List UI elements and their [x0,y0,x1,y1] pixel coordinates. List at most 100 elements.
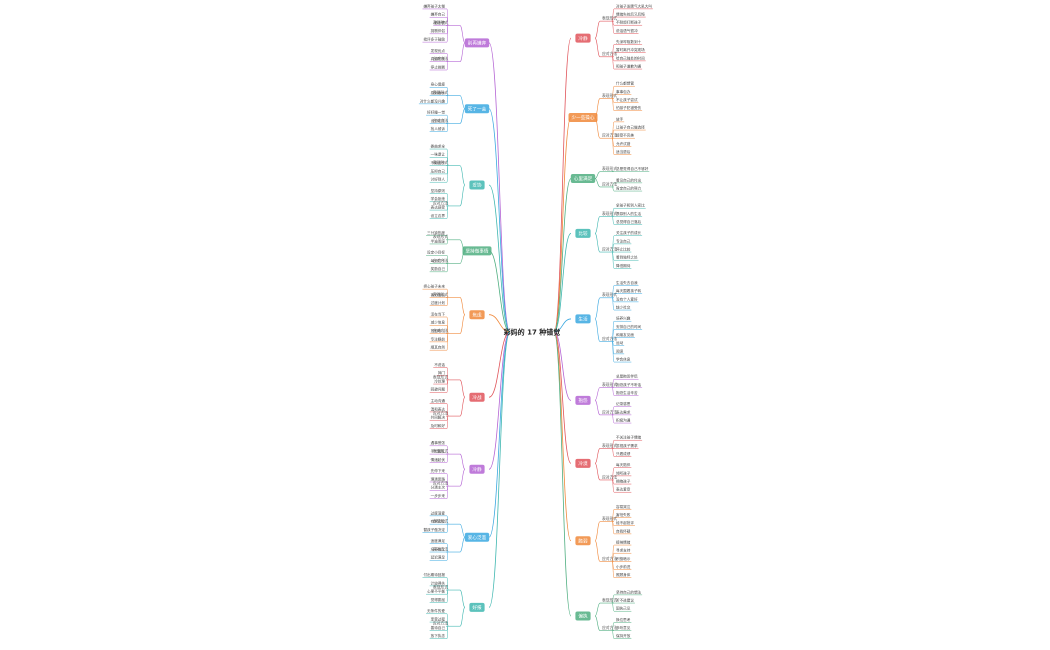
leaf-text: 拿孩子和别人家比 [616,203,645,208]
branch-box [575,395,591,405]
group-label: 表现形式 [602,516,617,521]
leaf-text: 容易哭泣 [616,504,631,509]
leaf-text: 看到独特之处 [616,255,638,260]
connector [459,25,466,44]
leaf-text: 过度溺爱 [431,510,446,515]
connector [611,447,615,457]
leaf-text: 生活失去自我 [616,280,638,285]
branch-label: 焦虑 [472,311,482,318]
group-label: 应对方法 [602,474,617,479]
connector [446,378,449,393]
connector [459,184,466,207]
branch-box [469,180,485,190]
group-label: 应对方法 [433,481,448,486]
connector [446,588,449,603]
connector [488,331,511,608]
group-label: 应对方法 [602,556,617,561]
connector [446,523,449,533]
leaf-text: 关注孩子的成长 [616,230,642,235]
connector [488,108,511,333]
leaf-text: 表达爱意 [616,487,631,492]
connector [594,400,601,416]
connector [594,216,601,234]
connector [611,137,615,155]
group-label: 表现形式 [602,443,617,448]
leaf-text: 设立边界 [431,213,446,218]
leaf-text: 培养独立 [431,546,446,551]
connector [446,485,449,499]
connector [446,453,449,463]
leaf-text: 压抑自己 [431,168,446,173]
group-label: 应对方法 [433,56,448,61]
leaf-text: 寻求支持 [616,548,631,553]
leaf-text: 享受过程 [431,616,446,621]
leaf-text: 好好睡一觉 [427,110,445,115]
leaf-text: 延迟满足 [431,555,446,560]
branch-label: 脆弱 [578,537,588,544]
group-label: 表现形式 [602,597,617,602]
leaf-text: 回避问题 [431,387,446,392]
group-label: 应对方法 [433,258,448,263]
leaf-text: 温和表达 [431,406,446,411]
leaf-text: 总觉得自己落后 [616,219,642,224]
group-label: 表现形式 [602,93,617,98]
leaf-text: 专注自己 [616,238,631,243]
leaf-text: 嫌弃自己 [431,12,446,17]
connector [459,396,466,417]
group-label: 表现形式 [433,374,448,379]
branch-box [568,113,598,123]
group-label: 应对方法 [602,336,617,341]
connector [594,448,601,464]
connector [594,318,601,342]
leaf-text: 肯定自己的努力 [616,185,642,190]
leaf-text: 每天打卡 [431,258,446,263]
branch-label: 冷静 [472,466,482,473]
connector [459,42,466,62]
leaf-text: 总是抱怨伴侣 [616,374,638,379]
group-label: 应对方法 [602,409,617,414]
connector [459,165,466,186]
connector [459,589,466,608]
connector [553,331,572,617]
connector [553,331,572,464]
leaf-text: 身心俱疲 [431,82,446,87]
connector [594,521,601,542]
connector [553,318,572,333]
leaf-text: 觉得委屈 [431,597,446,602]
connector [611,185,615,192]
connector [459,297,466,316]
group-label: 应对方法 [602,181,617,186]
leaf-text: 只看成绩 [616,451,631,456]
leaf-text: 奖励自己 [431,266,446,271]
branch-box [575,611,591,621]
leaf-text: 多听意见 [616,625,631,630]
group-label: 表现形式 [433,519,448,524]
branch-box [575,33,591,43]
branch-label: 比较 [578,230,588,237]
leaf-text: 倾听孩子 [616,470,631,475]
branch-label: 冷战 [472,394,482,401]
connector [594,540,601,562]
connector [446,164,449,183]
branch-label: 别再嫌弃 [468,39,487,46]
center-title: 彩妈的 17 种错觉 [503,328,561,337]
leaf-text: 分清主次 [431,485,446,490]
branch-label: 坚持做事情 [466,247,489,254]
connector [446,24,449,43]
leaf-text: 害怕落后 [431,292,446,297]
group-label: 应对方法 [602,246,617,251]
connector [611,386,615,396]
connector [611,296,615,311]
branch-box [464,104,490,114]
leaf-text: 不说话 [434,362,445,367]
connector [446,238,449,245]
group-label: 应对方法 [602,625,617,630]
connector [446,122,449,132]
leaf-text: 缺少社交 [616,304,631,309]
leaf-text: 自我怀疑 [616,528,631,533]
group-label: 应对方法 [602,51,617,56]
leaf-text: 看见自己的付出 [616,177,642,182]
leaf-text: 感到麻木 [431,90,446,95]
connector [488,250,511,333]
connector [594,297,601,320]
